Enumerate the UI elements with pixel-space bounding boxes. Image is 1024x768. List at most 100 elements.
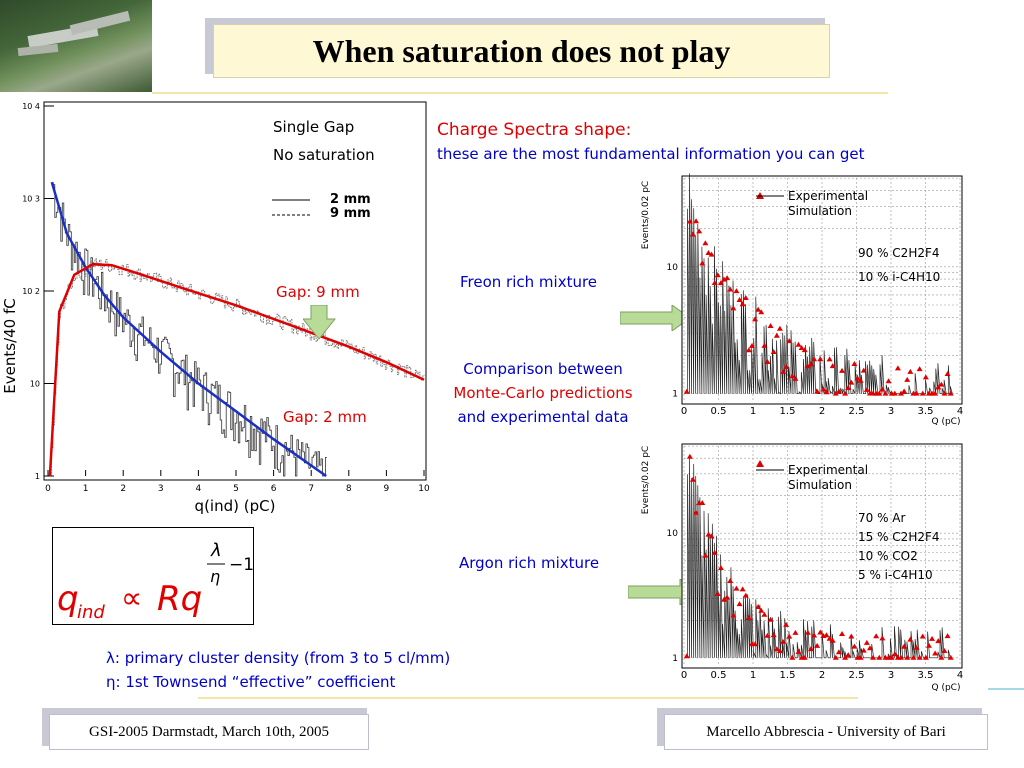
comparison-line2: Monte-Carlo predictions [453,384,633,402]
simulation-point [739,301,746,307]
simulation-point [876,654,883,660]
x-tick-label: 1 [750,670,756,681]
x-tick-label: 3 [158,484,164,494]
rt-legend-exp: Experimental [788,189,868,203]
x-tick-label: 3.5 [918,670,934,681]
simulation-point [845,652,852,658]
x-tick-label: 0.5 [711,670,727,681]
simulation-point [898,390,905,396]
simulation-point [773,646,780,652]
comparison-block: Comparison between Monte-Carlo predictio… [428,357,658,429]
page-title: When saturation does not play [312,32,731,69]
x-tick-label: 2 [819,670,825,681]
x-tick-label: 6 [271,484,277,494]
gap2-label-bg [278,405,382,429]
gap9-arrow [303,305,337,340]
y-tick-label: 10 [667,529,679,539]
simulation-point [823,632,830,638]
x-tick-label: 10 [418,484,430,494]
rb-legend-sim: Simulation [788,478,852,492]
svg-text:η: η [210,567,220,586]
svg-text:ind: ind [77,602,105,623]
simulation-point [776,325,783,331]
simulation-point [835,388,842,394]
simulation-point [826,356,833,362]
simulation-point [832,390,839,396]
footer-line [198,697,858,699]
simulation-point [873,633,880,639]
simulation-point [758,607,765,613]
x-tick-label: 3.5 [918,406,934,417]
simulation-point [901,388,908,394]
simulation-point [767,322,774,328]
simulation-point [724,275,731,281]
series-2mm-line [50,181,327,478]
simulation-point [699,499,706,505]
simulation-point [702,552,709,558]
simulation-point [705,531,712,537]
simulation-point [811,356,818,362]
main-xlabel: q(ind) (pC) [195,497,276,515]
svg-text:λ: λ [210,540,222,561]
simulation-point [894,365,901,371]
simulation-point [925,642,932,648]
legend-2mm: 2 mm [330,192,371,207]
x-tick-label: 1 [750,406,756,417]
simulation-point [748,343,755,349]
simulation-point [801,347,808,353]
formula-graphic: q ind ∝ Rq λ η −1 [57,540,254,623]
footer-left: GSI-2005 Darmstadt, March 10th, 2005 [49,714,369,750]
simulation-point [898,654,905,660]
rt-xlabel: Q (pC) [932,417,961,427]
simulation-point [860,367,867,373]
footer-right: Marcello Abbrescia - University of Bari [664,714,988,750]
simulation-point [693,218,700,224]
simulation-point [916,366,923,372]
simulation-point [696,228,703,234]
simulation-point [761,342,768,348]
simulation-point [835,649,842,655]
x-tick-label: 1 [83,484,89,494]
simulation-point [708,533,715,539]
simulation-point [767,616,774,622]
simulation-point [932,390,939,396]
freon-arrow [620,305,691,331]
corner-photo [0,0,152,92]
simulation-point [854,375,861,381]
simulation-point [913,390,920,396]
simulation-point [789,654,796,660]
simulation-point [885,378,892,384]
simulation-point [733,585,740,591]
y-tick-label: 1 [672,654,678,664]
simulation-point [727,286,734,292]
simulation-point [863,386,870,392]
x-tick-label: 5 [233,484,239,494]
simulation-point [801,654,808,660]
argon-chart: 0 0.5 1 1.5 2 2.5 3 3.5 4 1 10 Experimental Simula… [641,443,963,693]
simulation-point [733,288,740,294]
x-tick-label: 8 [346,484,352,494]
simulation-point [870,654,877,660]
svg-text:q: q [57,579,79,619]
simulation-point [699,260,706,266]
simulation-point [770,349,777,355]
histogram-2 mm [51,182,327,477]
y-tick-label: 1 [672,390,678,400]
simulation-point [758,309,765,315]
rb-ylabel: Events/0.02 pC [641,446,651,514]
simulation-point [848,379,855,385]
simulation-point [944,371,951,377]
simulation-point [817,629,824,635]
title-box: When saturation does not play [213,24,830,78]
simulation-point [938,654,945,660]
comparison-line1: Comparison between [463,360,623,378]
rb-mix-1: 70 % Ar [858,511,906,525]
simulation-point [770,632,777,638]
rb-xlabel: Q (pC) [932,683,961,693]
simulation-point [916,654,923,660]
freon-label: Freon rich mixture [460,273,598,291]
simulation-point [686,453,693,459]
simulation-point [935,638,942,644]
simulation-point [807,361,814,367]
simulation-point [857,377,864,383]
